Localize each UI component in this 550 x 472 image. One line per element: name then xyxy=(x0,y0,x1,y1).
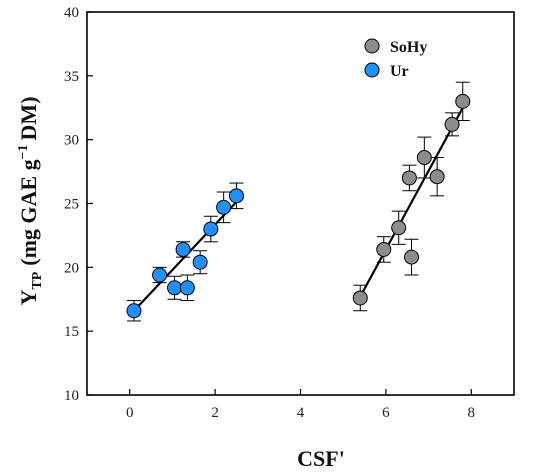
legend-sohy-label: SoHy xyxy=(390,39,427,56)
y-tick-label: 15 xyxy=(64,324,79,340)
plot-frame xyxy=(86,11,515,396)
ur-point xyxy=(192,254,208,270)
ur-point xyxy=(152,267,168,283)
y-tick-label: 10 xyxy=(64,388,79,404)
ur-point xyxy=(179,280,195,296)
y-tick-label: 30 xyxy=(64,133,79,149)
legend-ur-marker xyxy=(364,62,380,78)
x-tick-label: 0 xyxy=(126,405,134,421)
y-tick-label: 25 xyxy=(64,197,79,213)
sohy-point xyxy=(352,290,368,306)
y-axis: 10 15 20 25 30 35 40 xyxy=(64,5,93,404)
sohy-point xyxy=(429,169,445,185)
y-tick-label: 20 xyxy=(64,260,79,276)
y-axis-label: YTP(mg GAE g−1DM) xyxy=(16,96,45,305)
ur-point xyxy=(167,280,183,296)
sohy-point xyxy=(391,220,407,236)
x-axis-label: CSF' xyxy=(297,446,345,471)
y-tick-label: 40 xyxy=(64,5,79,21)
sohy-point xyxy=(376,241,392,257)
legend: SoHy Ur xyxy=(364,38,427,80)
sohy-point xyxy=(416,150,432,166)
x-tick-label: 2 xyxy=(211,405,219,421)
legend-ur-label: Ur xyxy=(390,63,409,80)
ur-point xyxy=(126,303,142,319)
data-points xyxy=(126,93,471,319)
ur-point xyxy=(203,221,219,237)
ur-point xyxy=(216,199,232,215)
x-tick-label: 6 xyxy=(382,405,390,421)
sohy-point xyxy=(404,249,420,265)
ur-point xyxy=(228,188,244,204)
sohy-point xyxy=(455,93,471,109)
ur-point xyxy=(175,241,191,257)
sohy-point xyxy=(401,170,417,186)
x-tick-label: 4 xyxy=(297,405,305,421)
x-tick-label: 8 xyxy=(468,405,476,421)
sohy-point xyxy=(444,116,460,132)
legend-sohy-marker xyxy=(364,38,380,54)
x-axis: 0 2 4 6 8 xyxy=(126,389,475,421)
y-tick-label: 35 xyxy=(64,69,79,85)
sohy-fit-line xyxy=(357,103,466,302)
fit-lines xyxy=(133,103,466,312)
